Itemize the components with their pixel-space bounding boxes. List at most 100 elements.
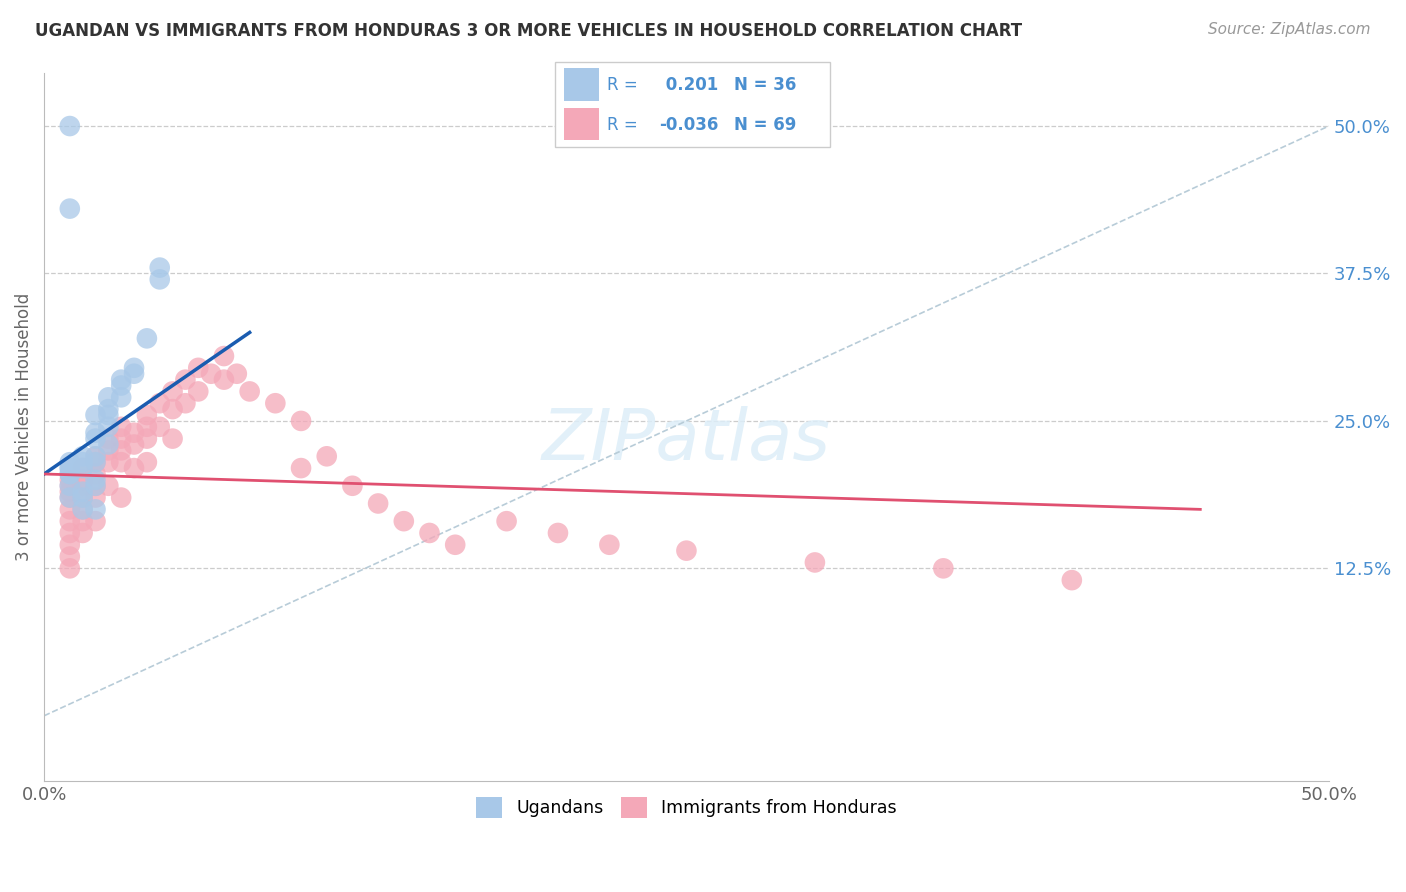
Point [84, 425, 107, 440]
Point [72, 491, 94, 505]
Point [315, 450, 337, 464]
Point [84, 479, 107, 493]
Point [72, 450, 94, 464]
Bar [564, 108, 599, 140]
Point [59, 484, 82, 499]
Point [72, 514, 94, 528]
Text: 0.201: 0.201 [659, 76, 718, 94]
Point [212, 349, 235, 363]
Point [97, 437, 120, 451]
Point [162, 384, 184, 399]
Text: R =: R = [607, 76, 638, 94]
Point [97, 432, 120, 446]
Point [212, 373, 235, 387]
Point [84, 514, 107, 528]
Point [122, 461, 145, 475]
Point [97, 408, 120, 422]
Point [290, 414, 312, 428]
Point [72, 525, 94, 540]
Point [264, 396, 287, 410]
Point [110, 373, 132, 387]
Point [59, 461, 82, 475]
Point [84, 432, 107, 446]
Legend: Ugandans, Immigrants from Honduras: Ugandans, Immigrants from Honduras [470, 790, 904, 825]
Point [110, 432, 132, 446]
Point [59, 549, 82, 564]
Point [122, 425, 145, 440]
Point [59, 525, 82, 540]
Point [59, 491, 82, 505]
Point [72, 502, 94, 516]
Text: Source: ZipAtlas.com: Source: ZipAtlas.com [1208, 22, 1371, 37]
Point [72, 491, 94, 505]
Point [1060, 573, 1083, 587]
Point [97, 402, 120, 417]
Text: UGANDAN VS IMMIGRANTS FROM HONDURAS 3 OR MORE VEHICLES IN HOUSEHOLD CORRELATION : UGANDAN VS IMMIGRANTS FROM HONDURAS 3 OR… [35, 22, 1022, 40]
Point [97, 443, 120, 458]
Point [59, 514, 82, 528]
Point [675, 543, 697, 558]
Point [59, 491, 82, 505]
Point [149, 272, 172, 286]
Point [367, 496, 389, 510]
Text: N = 36: N = 36 [734, 76, 796, 94]
Point [72, 461, 94, 475]
Point [84, 455, 107, 469]
Point [174, 373, 197, 387]
Point [97, 419, 120, 434]
Point [495, 514, 517, 528]
Point [187, 384, 209, 399]
Point [72, 473, 94, 487]
Point [59, 467, 82, 481]
Point [135, 408, 157, 422]
Point [59, 202, 82, 216]
Point [110, 378, 132, 392]
Point [72, 484, 94, 499]
Point [110, 390, 132, 404]
Point [200, 367, 222, 381]
Point [162, 432, 184, 446]
Point [444, 538, 467, 552]
Bar [564, 69, 599, 101]
Point [84, 455, 107, 469]
Point [59, 473, 82, 487]
Point [547, 525, 569, 540]
Point [162, 402, 184, 417]
Point [932, 561, 955, 575]
Point [135, 419, 157, 434]
Point [149, 260, 172, 275]
FancyBboxPatch shape [555, 62, 830, 147]
Point [72, 461, 94, 475]
Point [110, 455, 132, 469]
Point [84, 491, 107, 505]
Point [97, 479, 120, 493]
Point [97, 455, 120, 469]
Point [110, 443, 132, 458]
Point [59, 455, 82, 469]
Point [84, 408, 107, 422]
Point [149, 396, 172, 410]
Point [72, 455, 94, 469]
Text: ZIPatlas: ZIPatlas [541, 407, 831, 475]
Point [59, 479, 82, 493]
Point [804, 556, 827, 570]
Point [135, 432, 157, 446]
Point [59, 467, 82, 481]
Point [174, 396, 197, 410]
Point [110, 491, 132, 505]
Point [149, 419, 172, 434]
Point [59, 479, 82, 493]
Point [84, 450, 107, 464]
Point [59, 461, 82, 475]
Point [110, 419, 132, 434]
Point [135, 455, 157, 469]
Point [84, 450, 107, 464]
Text: R =: R = [607, 116, 638, 134]
Y-axis label: 3 or more Vehicles in Household: 3 or more Vehicles in Household [15, 293, 32, 561]
Point [122, 437, 145, 451]
Point [59, 502, 82, 516]
Point [290, 461, 312, 475]
Point [122, 367, 145, 381]
Point [59, 538, 82, 552]
Point [122, 360, 145, 375]
